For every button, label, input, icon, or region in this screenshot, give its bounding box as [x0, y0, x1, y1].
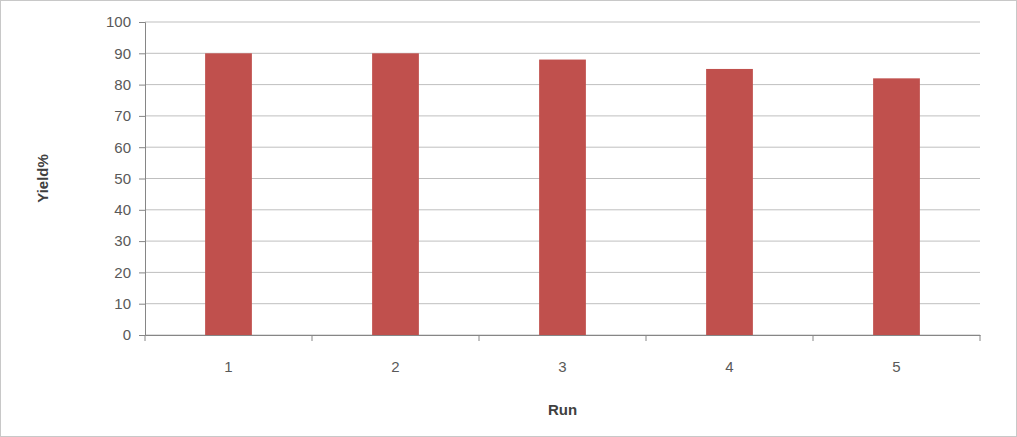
- bar: [706, 69, 753, 335]
- y-tick-mark: [139, 179, 145, 180]
- y-tick-label: 40: [114, 201, 131, 218]
- y-tick-label: 60: [114, 139, 131, 156]
- x-tick: 1: [224, 358, 232, 375]
- y-tick-mark: [139, 304, 145, 305]
- category-separator: [312, 335, 313, 341]
- bar: [205, 53, 252, 335]
- chart: 0 10 20 30 40 50 60 70 80 90 100 1 2 3 4 5 Run Yield%: [0, 0, 1017, 437]
- x-tick-label: 5: [892, 358, 900, 375]
- y-tick: 10: [114, 295, 145, 312]
- x-tick: 5: [892, 358, 900, 375]
- y-tick-mark: [139, 22, 145, 23]
- y-axis-title: Yield%: [34, 154, 51, 203]
- category-separator: [646, 335, 647, 341]
- y-tick-mark: [139, 53, 145, 54]
- y-tick: 20: [114, 264, 145, 281]
- x-tick-label: 3: [558, 358, 566, 375]
- x-tick-label: 1: [224, 358, 232, 375]
- x-tick-label: 2: [391, 358, 399, 375]
- y-tick: 50: [114, 170, 145, 187]
- category-separator: [813, 335, 814, 341]
- y-tick: 100: [106, 13, 145, 30]
- y-axis: 0 10 20 30 40 50 60 70 80 90 100: [106, 13, 146, 343]
- category-separator: [479, 335, 480, 341]
- category-separator: [145, 335, 146, 341]
- y-tick: 90: [114, 45, 145, 62]
- y-tick-mark: [139, 272, 145, 273]
- y-tick-mark: [139, 335, 145, 336]
- y-tick-mark: [139, 116, 145, 117]
- x-tick: 4: [725, 358, 733, 375]
- y-tick-mark: [139, 210, 145, 211]
- y-tick-label: 50: [114, 170, 131, 187]
- y-tick-label: 70: [114, 107, 131, 124]
- y-tick-mark: [139, 85, 145, 86]
- bars: [205, 53, 920, 335]
- y-tick: 80: [114, 76, 145, 93]
- grid-line: [145, 22, 980, 23]
- y-tick-label: 80: [114, 76, 131, 93]
- y-tick-label: 30: [114, 232, 131, 249]
- grid-line: [145, 53, 980, 54]
- bar: [539, 60, 586, 335]
- y-tick-mark: [139, 147, 145, 148]
- x-axis-line: [146, 335, 981, 336]
- y-tick: 30: [114, 232, 145, 249]
- y-tick-label: 10: [114, 295, 131, 312]
- y-tick-label: 100: [106, 13, 131, 30]
- plot: 0 10 20 30 40 50 60 70 80 90 100 1 2 3 4 5: [106, 13, 981, 374]
- y-axis-line: [139, 23, 146, 336]
- y-tick: 0: [123, 326, 145, 343]
- x-tick-label: 4: [725, 358, 733, 375]
- y-tick: 40: [114, 201, 145, 218]
- x-tick: 3: [558, 358, 566, 375]
- y-tick: 70: [114, 107, 145, 124]
- x-axis-title: Run: [548, 401, 577, 418]
- category-separators: [145, 335, 980, 341]
- grid: [145, 22, 980, 335]
- y-tick-label: 0: [123, 326, 131, 343]
- chart-frame: [1, 1, 1017, 437]
- bar: [873, 78, 920, 335]
- y-tick-label: 90: [114, 45, 131, 62]
- y-tick-mark: [139, 241, 145, 242]
- bar: [372, 53, 419, 335]
- y-tick: 60: [114, 139, 145, 156]
- y-tick-label: 20: [114, 264, 131, 281]
- category-separator: [980, 335, 981, 341]
- x-tick: 2: [391, 358, 399, 375]
- x-axis: 1 2 3 4 5: [146, 336, 981, 375]
